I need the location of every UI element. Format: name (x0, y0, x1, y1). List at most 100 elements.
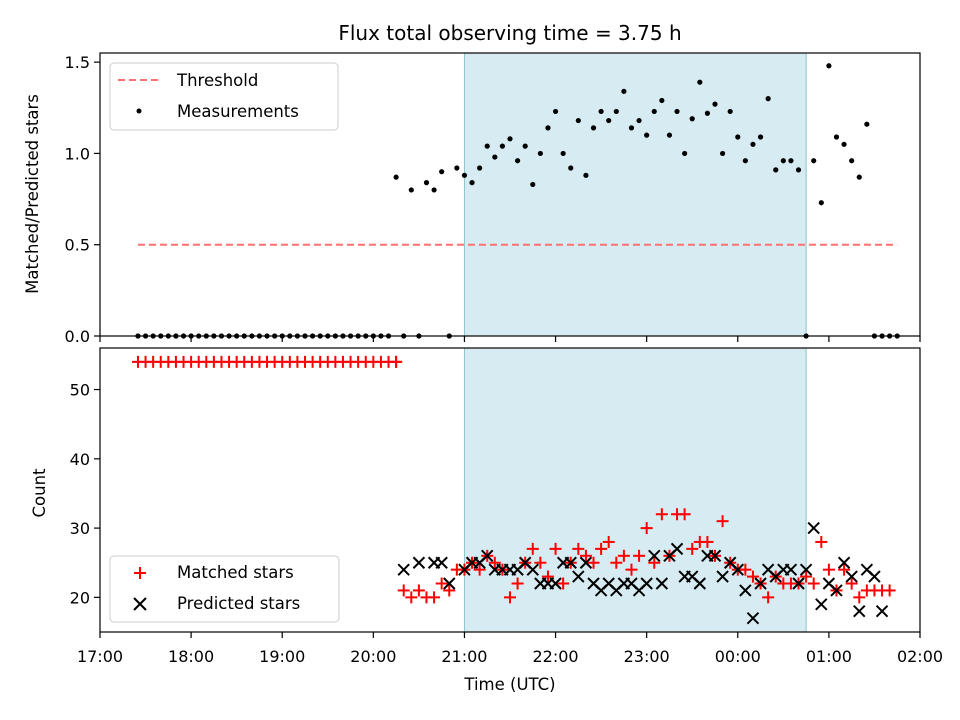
measurements-legend-swatch (136, 108, 142, 114)
measurement-point (575, 117, 581, 124)
predicted-star-marker (435, 556, 448, 569)
predicted-star-marker (868, 570, 881, 583)
bottom-legend-box (109, 555, 340, 623)
matched-star-marker (838, 563, 851, 576)
measurement-point (833, 134, 840, 140)
matched-star-marker (390, 355, 403, 368)
x-tick-label: 17:00 (77, 647, 123, 666)
measurement-point (477, 165, 483, 171)
top-y-tick-label: 0.0 (65, 327, 90, 346)
measurement-point (795, 167, 802, 173)
bottom-y-axis-label: Count (30, 468, 49, 518)
matched-star-marker (807, 577, 820, 590)
predicted-star-marker (815, 598, 828, 611)
x-tick-label: 23:00 (624, 647, 670, 666)
observing-window-shade (463, 52, 807, 337)
measurement-point (499, 143, 506, 149)
predicted-star-marker (799, 563, 813, 576)
matched-star-marker (746, 570, 759, 583)
measurement-point (628, 125, 635, 131)
measurement-point (818, 200, 824, 206)
measurement-point (514, 158, 521, 164)
matched-star-marker (686, 542, 699, 555)
measurement-point (727, 108, 733, 115)
matched-star-marker (504, 591, 516, 604)
measurement-point (849, 158, 855, 164)
predicted-star-marker (526, 563, 539, 576)
matched-star-marker (640, 522, 653, 535)
bottom-legend: Matched stars Predicted stars (109, 555, 340, 623)
matched-star-marker (845, 577, 858, 590)
x-tick-label: 22:00 (533, 647, 579, 666)
measurement-point (856, 174, 862, 180)
matched-star-marker (617, 549, 630, 562)
measurement-point (697, 79, 703, 85)
measurement-point (689, 116, 695, 122)
predicted-star-marker (853, 605, 866, 618)
matched-star-marker (716, 515, 729, 528)
matched-star-marker (534, 556, 547, 569)
measurement-point (530, 181, 536, 188)
measurement-point (552, 108, 559, 115)
predicted-star-marker (579, 556, 593, 569)
x-tick-label: 19:00 (259, 647, 305, 666)
top-y-tick-label: 0.5 (65, 236, 90, 255)
observing-window-shade (463, 347, 807, 633)
x-tick-label: 21:00 (441, 647, 487, 666)
bottom-y-tick-label: 20 (70, 588, 90, 607)
matched-star-marker (762, 591, 775, 604)
measurement-point (568, 165, 574, 171)
measurement-point (719, 150, 726, 157)
measurement-point (704, 110, 711, 116)
matched-star-marker (526, 542, 539, 555)
matched-star-marker (579, 549, 592, 562)
matched-star-marker (678, 508, 691, 521)
top-legend-box (109, 62, 339, 131)
measurements-legend-label: Measurements (177, 102, 299, 121)
measurement-point (469, 180, 475, 186)
predicted-star-marker (655, 577, 669, 590)
matched-star-marker (633, 549, 646, 562)
matched-star-marker (815, 535, 828, 548)
predicted-star-marker (731, 563, 744, 576)
x-tick-label: 02:00 (897, 647, 943, 666)
measurement-point (780, 158, 786, 164)
matched-star-marker (822, 563, 835, 576)
matched-star-marker (428, 591, 441, 604)
threshold-legend-label: Threshold (176, 71, 258, 90)
predicted-star-marker (670, 542, 684, 556)
top-plot-frame (99, 52, 921, 337)
measurement-point (659, 97, 665, 104)
predicted-star-marker (875, 605, 889, 618)
measurement-point (682, 150, 688, 157)
predicted-star-marker (837, 556, 851, 569)
matched-star-marker (800, 570, 813, 583)
measurement-point (606, 117, 612, 124)
measurement-point (773, 167, 779, 173)
x-tick-label: 01:00 (806, 647, 852, 666)
measurement-point (864, 121, 870, 127)
measurement-point (507, 136, 513, 142)
predicted-star-marker (708, 549, 722, 563)
matched-star-marker (595, 542, 608, 555)
predicted-star-marker (549, 577, 562, 590)
predicted-star-marker (640, 577, 653, 590)
measurement-point (757, 134, 764, 140)
matched-star-marker (701, 535, 714, 548)
matched-star-marker (648, 556, 661, 569)
bottom-y-tick-label: 40 (70, 450, 90, 469)
measurement-point (621, 88, 627, 94)
predicted-star-marker (481, 549, 494, 563)
measurement-point (537, 150, 543, 157)
matched-star-marker (655, 508, 668, 521)
top-y-axis-label: Matched/Predicted stars (23, 94, 42, 294)
matched-star-marker (488, 556, 501, 569)
predicted-star-marker (754, 577, 767, 590)
x-axis-label: Time (UTC) (463, 675, 555, 694)
x-tick-label: 00:00 (715, 647, 761, 666)
measurement-point (408, 187, 414, 193)
measurement-point (423, 180, 430, 186)
matched-star-marker (443, 584, 456, 597)
predicted-star-marker (716, 570, 729, 583)
measurement-point (735, 134, 741, 140)
